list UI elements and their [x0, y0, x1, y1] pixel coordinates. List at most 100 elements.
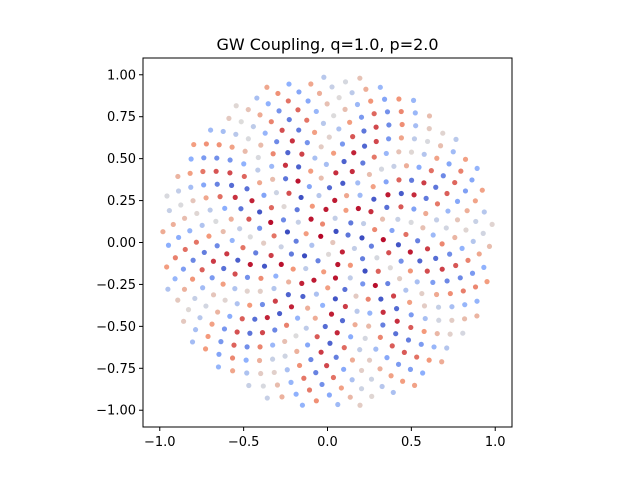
scatter-point: [274, 382, 281, 388]
x-axis: −1.0 −0.5 0.0 0.5 1.0: [144, 427, 506, 450]
scatter-point: [434, 330, 440, 337]
scatter-point: [373, 346, 379, 352]
scatter-point: [221, 265, 227, 272]
scatter-point: [322, 323, 328, 330]
scatter-point: [294, 207, 300, 213]
scatter-point: [349, 168, 355, 175]
scatter-point: [423, 195, 429, 201]
scatter-point: [338, 385, 344, 391]
scatter-point: [286, 116, 292, 123]
scatter-point: [472, 284, 479, 290]
scatter-point: [384, 204, 390, 210]
scatter-point: [243, 357, 249, 363]
scatter-point: [342, 106, 348, 112]
scatter-point: [271, 285, 277, 292]
scatter-point: [384, 109, 391, 115]
scatter-point: [324, 363, 330, 369]
scatter-point: [271, 233, 277, 239]
scatter-point: [354, 101, 361, 108]
scatter-point: [395, 361, 402, 367]
scatter-point: [351, 245, 358, 252]
scatter-point: [341, 366, 347, 372]
scatter-point: [257, 288, 263, 294]
scatter-point: [349, 90, 355, 96]
scatter-point: [288, 304, 295, 310]
scatter-point: [332, 296, 338, 302]
scatter-point: [264, 395, 270, 401]
scatter-point: [479, 187, 485, 193]
scatter-point: [230, 368, 236, 374]
scatter-point: [411, 136, 418, 142]
scatter-point: [272, 327, 278, 333]
scatter-point: [311, 129, 318, 135]
scatter-point: [403, 163, 410, 169]
scatter-point: [284, 367, 290, 373]
scatter-point: [424, 138, 431, 145]
scatter-point: [457, 275, 463, 281]
scatter-point: [319, 381, 325, 388]
scatter-point: [387, 265, 393, 271]
scatter-point: [422, 315, 428, 322]
scatter-point: [433, 217, 440, 223]
scatter-point: [421, 151, 427, 157]
scatter-point: [261, 240, 267, 246]
scatter-point: [205, 333, 211, 340]
scatter-point: [386, 136, 392, 142]
scatter-point: [313, 291, 320, 297]
scatter-point: [440, 173, 446, 179]
scatter-point: [332, 275, 339, 281]
scatter-point: [232, 194, 238, 200]
scatter-point: [244, 370, 250, 376]
scatter-point: [244, 288, 250, 294]
scatter-point: [326, 134, 332, 140]
scatter-point: [320, 302, 326, 308]
scatter-point: [339, 141, 346, 147]
scatter-point: [333, 354, 339, 360]
scatter-point: [395, 216, 401, 222]
scatter-point: [366, 171, 372, 178]
scatter-point: [362, 335, 368, 341]
scatter-point: [375, 268, 381, 274]
scatter-point: [213, 218, 219, 224]
scatter-point: [285, 150, 291, 156]
scatter-point: [209, 275, 215, 281]
y-tick-label: 0.00: [107, 236, 136, 251]
y-tick-label: 0.50: [107, 152, 136, 167]
scatter-point: [381, 96, 388, 102]
scatter-point: [389, 227, 395, 234]
scatter-point: [447, 290, 453, 297]
scatter-point: [244, 186, 250, 192]
scatter-point: [260, 383, 266, 389]
scatter-point: [247, 302, 253, 308]
scatter-point: [433, 255, 439, 261]
scatter-point: [396, 276, 403, 282]
scatter-point: [279, 127, 285, 133]
scatter-point: [355, 205, 361, 212]
scatter-point: [306, 387, 313, 393]
scatter-point: [394, 318, 400, 324]
scatter-point: [339, 249, 345, 255]
x-tick-label: 0.5: [401, 435, 422, 450]
scatter-point: [433, 291, 440, 298]
scatter-point: [481, 264, 487, 270]
scatter-points: [160, 74, 495, 408]
scatter-point: [445, 208, 451, 214]
y-axis: −1.00 −0.75 −0.50 −0.25 0.00 0.25 0.50 0.75 1.00: [96, 68, 143, 419]
scatter-point: [359, 256, 366, 262]
scatter-point: [357, 192, 363, 198]
scatter-point: [398, 108, 404, 115]
scatter-point: [308, 356, 314, 363]
scatter-point: [258, 142, 264, 148]
scatter-point: [329, 84, 335, 90]
scatter-point: [301, 375, 307, 381]
scatter-point: [252, 316, 258, 322]
scatter-point: [424, 268, 430, 274]
scatter-point: [454, 198, 461, 204]
scatter-point: [247, 330, 253, 336]
scatter-point: [176, 234, 182, 241]
scatter-point: [413, 123, 419, 129]
scatter-point: [460, 288, 466, 294]
scatter-point: [289, 138, 295, 144]
scatter-point: [217, 194, 223, 200]
scatter-point: [403, 231, 409, 238]
